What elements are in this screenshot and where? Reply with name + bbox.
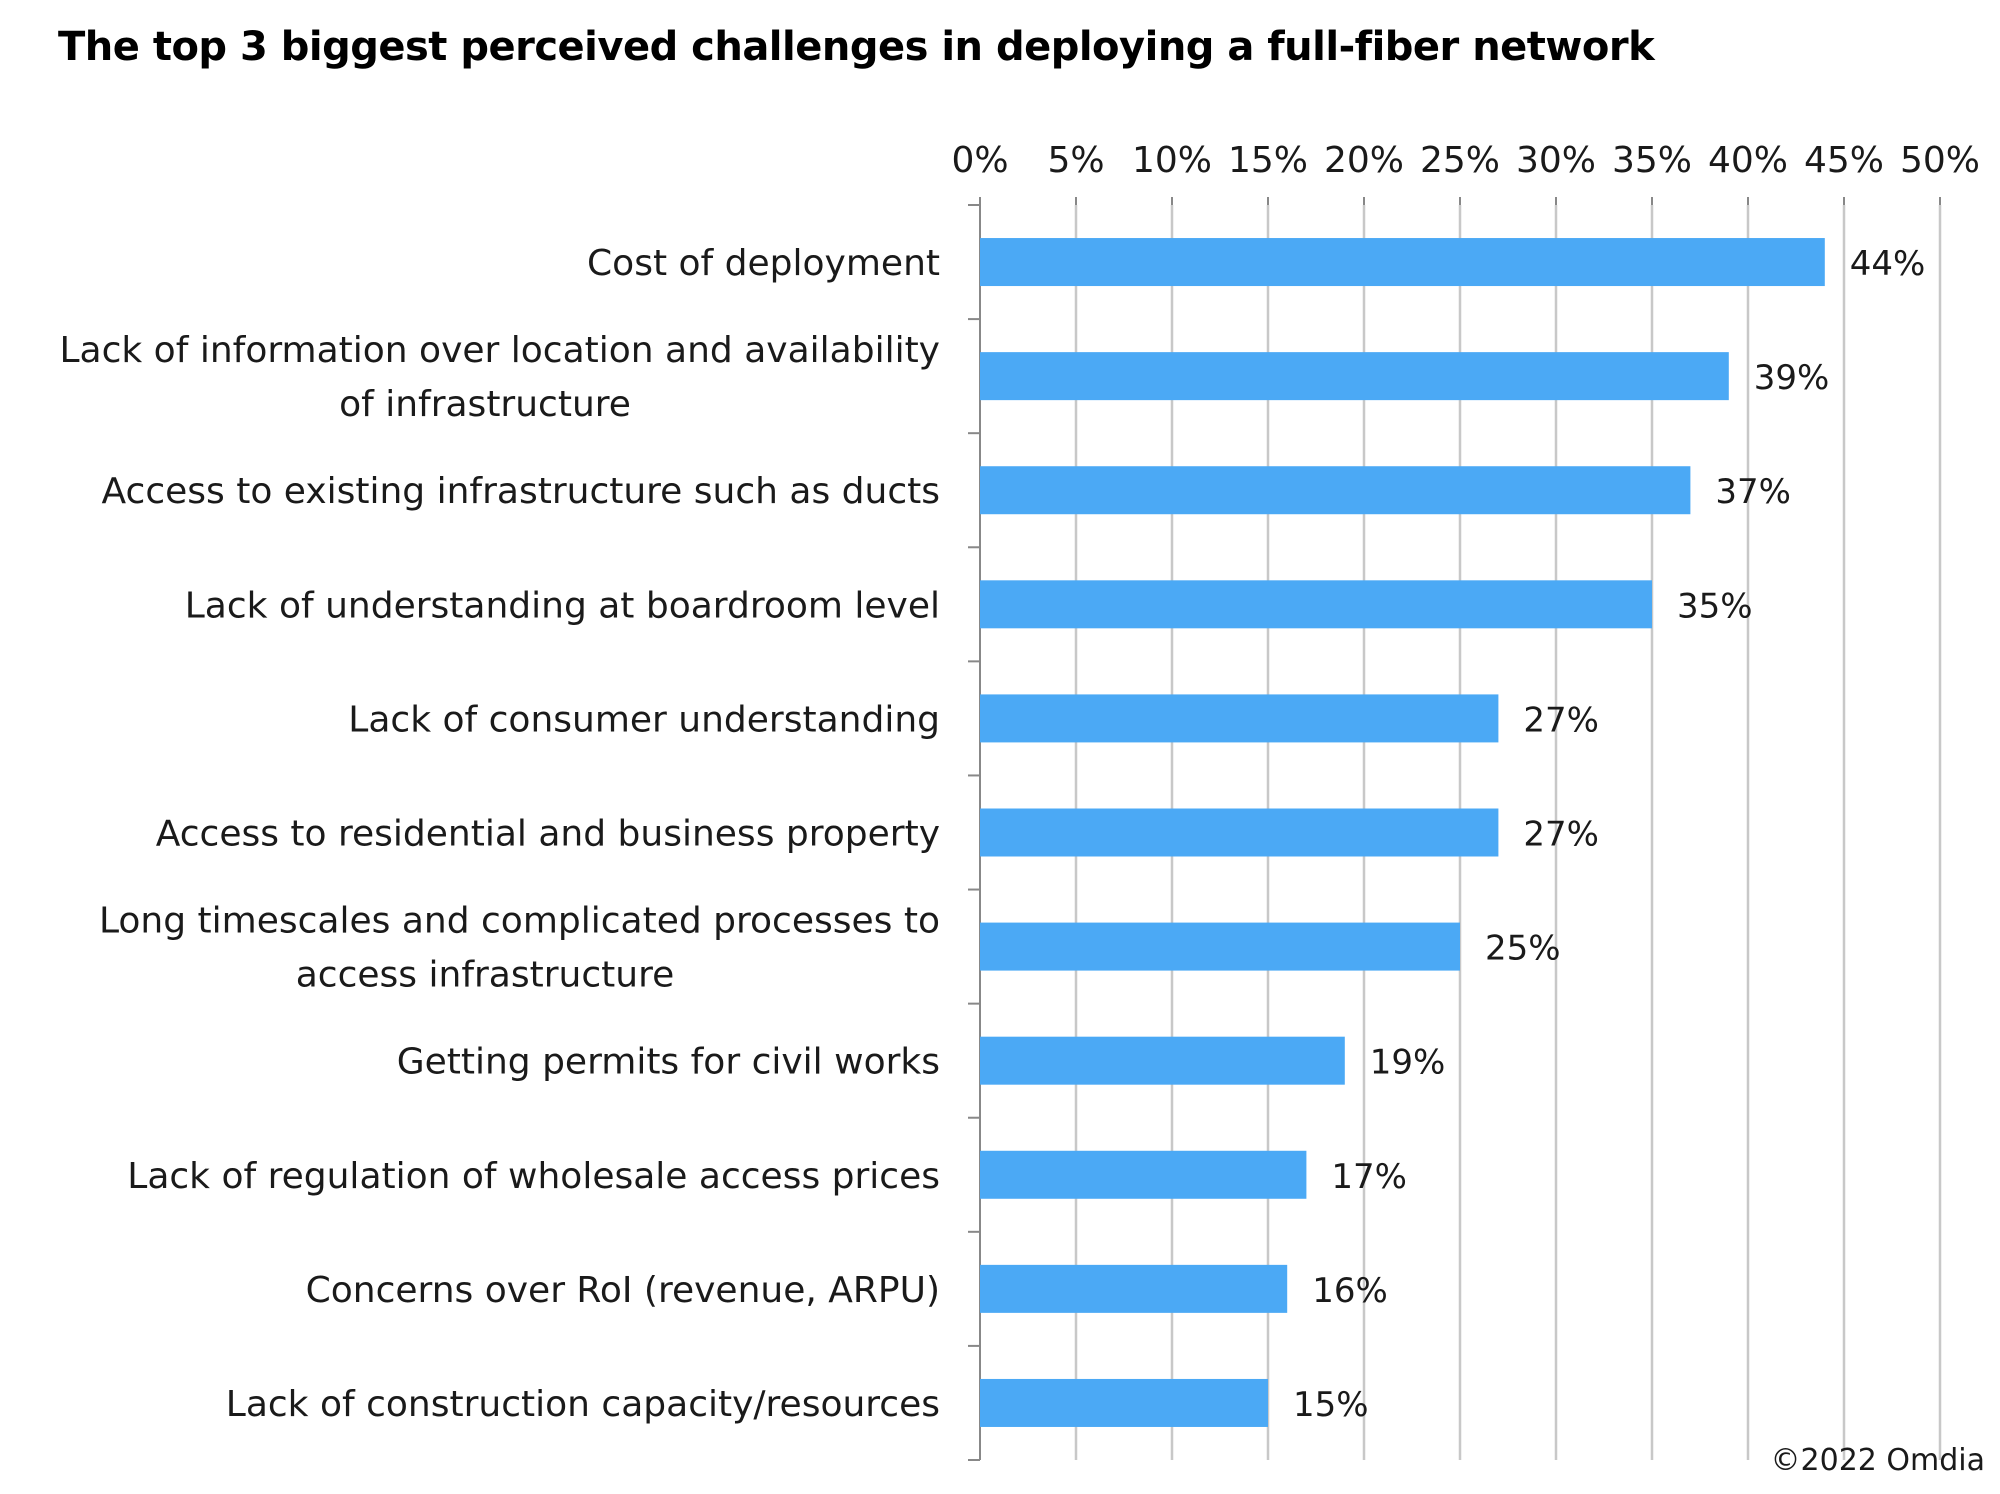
category-label: Long timescales and complicated processe…: [99, 901, 940, 996]
bars: [980, 238, 1825, 1427]
category-label: Lack of consumer understanding: [348, 699, 940, 740]
value-label: 19%: [1370, 1043, 1446, 1083]
value-label: 27%: [1523, 700, 1599, 740]
category-label: Lack of regulation of wholesale access p…: [127, 1156, 940, 1197]
category-label-line: Lack of regulation of wholesale access p…: [127, 1156, 940, 1197]
category-label: Access to residential and business prope…: [156, 814, 940, 855]
x-tick-label: 40%: [1708, 140, 1788, 181]
category-label-line: Access to existing infrastructure such a…: [102, 471, 940, 512]
bar: [980, 922, 1460, 971]
x-tick-label: 0%: [951, 140, 1008, 181]
axes: 0% 5% 10% 15% 20% 25% 30% 35% 40% 45% 50%: [951, 140, 1980, 1461]
bar: [980, 1264, 1288, 1313]
x-tick-label: 45%: [1804, 140, 1884, 181]
category-label: Lack of information over location and av…: [59, 330, 940, 425]
category-label: Cost of deployment: [587, 243, 940, 284]
category-label-line: Cost of deployment: [587, 243, 940, 284]
category-label-line: Lack of construction capacity/resources: [226, 1384, 940, 1425]
bar: [980, 466, 1691, 515]
category-label-line: Getting permits for civil works: [397, 1042, 940, 1083]
category-label-line: Lack of information over location and av…: [59, 330, 940, 371]
category-label-line: access infrastructure: [296, 955, 674, 996]
bar: [980, 694, 1499, 743]
x-tick-label: 50%: [1900, 140, 1980, 181]
x-tick-label: 30%: [1516, 140, 1596, 181]
bar: [980, 1150, 1307, 1199]
value-label: 15%: [1293, 1385, 1369, 1425]
x-tick-label: 20%: [1324, 140, 1404, 181]
bar: [980, 580, 1652, 629]
value-label: 25%: [1485, 929, 1561, 969]
category-label: Lack of construction capacity/resources: [226, 1384, 940, 1425]
category-label-line: of infrastructure: [339, 384, 631, 425]
category-label: Getting permits for civil works: [397, 1042, 940, 1083]
copyright-credit: ©2022 Omdia: [1771, 1443, 1985, 1478]
value-label: 16%: [1312, 1271, 1388, 1311]
bar: [980, 1036, 1345, 1085]
value-label: 35%: [1677, 586, 1753, 626]
category-label-line: Access to residential and business prope…: [156, 814, 940, 855]
category-label-line: Concerns over RoI (revenue, ARPU): [306, 1270, 940, 1311]
category-label: Concerns over RoI (revenue, ARPU): [306, 1270, 940, 1311]
bar: [980, 352, 1729, 401]
bar: [980, 238, 1825, 287]
x-tick-label: 25%: [1420, 140, 1500, 181]
value-label: 27%: [1523, 815, 1599, 855]
value-label: 37%: [1715, 472, 1791, 512]
bar: [980, 808, 1499, 857]
value-label: 17%: [1331, 1157, 1407, 1197]
value-label: 39%: [1754, 358, 1830, 398]
bar: [980, 1378, 1268, 1427]
category-label: Access to existing infrastructure such a…: [102, 471, 940, 512]
labels: 44% Cost of deployment 39% Lack of informat…: [59, 243, 1925, 1425]
category-label-line: Lack of understanding at boardroom level: [185, 585, 940, 626]
chart-title: The top 3 biggest perceived challenges i…: [58, 24, 1655, 70]
category-label: Lack of understanding at boardroom level: [185, 585, 940, 626]
category-label-line: Lack of consumer understanding: [348, 699, 940, 740]
value-label: 44%: [1850, 244, 1926, 284]
x-tick-label: 35%: [1612, 140, 1692, 181]
x-tick-label: 15%: [1228, 140, 1308, 181]
category-label-line: Long timescales and complicated processe…: [99, 901, 940, 942]
x-tick-label: 10%: [1132, 140, 1212, 181]
x-tick-label: 5%: [1047, 140, 1104, 181]
